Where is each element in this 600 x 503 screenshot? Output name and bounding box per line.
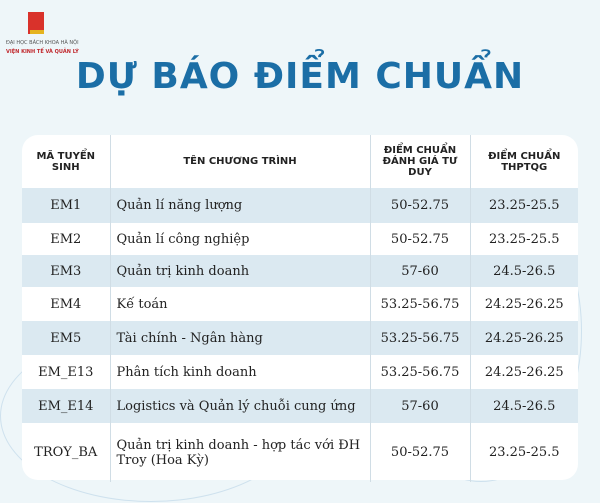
scores-table: MÃ TUYỂN SINH TÊN CHƯƠNG TRÌNH ĐIỂM CHUẨ… <box>22 135 578 482</box>
cell-thptqg-score: 23.25-25.5 <box>488 445 560 460</box>
cell-code: EM3 <box>22 255 111 287</box>
cell-thptqg-score: 24.25-26.25 <box>484 364 564 380</box>
cell-thptqg-score: 23.25-25.5 <box>488 231 560 247</box>
table-row: EM2 Quản lí công nghiệp 50-52.75 23.25-25.5 <box>22 223 578 255</box>
column-header-thinking-score: ĐIỂM CHUẨN ĐÁNH GIÁ TƯ DUY <box>370 135 471 188</box>
cell-thinking-score: 50-52.75 <box>370 188 471 223</box>
column-header-code: MÃ TUYỂN SINH <box>22 135 111 188</box>
table-row: EM1 Quản lí năng lượng 50-52.75 23.25-25.5 <box>22 188 578 223</box>
institute-name: VIỆN KINH TẾ VÀ QUẢN LÝ <box>6 49 79 55</box>
cell-code: EM2 <box>22 223 111 255</box>
cell-program: Quản trị kinh doanh - hợp tác với ĐH Tro… <box>110 423 371 482</box>
university-name: ĐẠI HỌC BÁCH KHOA HÀ NỘI <box>6 40 79 46</box>
cell-code: EM1 <box>22 188 111 223</box>
cell-thinking-score: 57-60 <box>370 255 471 287</box>
institute-logo <box>28 12 44 34</box>
cell-thinking-score: 57-60 <box>370 389 471 423</box>
cell-program: Quản lí năng lượng <box>110 188 371 223</box>
cell-thinking-score: 50-52.75 <box>370 223 471 255</box>
cell-thptqg-score: 24.5-26.5 <box>470 255 578 287</box>
cell-thinking-score: 53.25-56.75 <box>370 287 471 321</box>
table-row: EM5 Tài chính - Ngân hàng 53.25-56.75 24.25… <box>22 321 578 355</box>
cell-thinking-score: 53.25-56.75 <box>370 355 471 389</box>
table-row: EM3 Quản trị kinh doanh 57-60 24.5-26.5 <box>22 255 578 287</box>
table-row: TROY_BA Quản trị kinh doanh - hợp tác với… <box>22 423 578 482</box>
column-header-thptqg-score: ĐIỂM CHUẨN THPTQG <box>488 150 561 173</box>
cell-code: EM_E14 <box>22 389 111 423</box>
cell-thptqg-score: 24.25-26.25 <box>470 321 578 355</box>
table-row: EM_E14 Logistics và Quản lý chuỗi cung ứn… <box>22 389 578 423</box>
cell-program: Tài chính - Ngân hàng <box>110 321 371 355</box>
cell-code: EM5 <box>22 321 111 355</box>
cell-program: Quản lí công nghiệp <box>110 223 371 255</box>
table-row: EM_E13 Phân tích kinh doanh 53.25-56.75 24.… <box>22 355 578 389</box>
cell-thinking-score: 50-52.75 <box>370 423 471 482</box>
cell-thinking-score: 53.25-56.75 <box>370 321 471 355</box>
column-header-program: TÊN CHƯƠNG TRÌNH <box>110 135 371 188</box>
cell-code: EM4 <box>22 287 111 321</box>
cell-code: TROY_BA <box>22 423 111 482</box>
cell-thptqg-score: 24.25-26.25 <box>484 296 564 312</box>
cell-program: Kế toán <box>110 287 371 321</box>
page-title: DỰ BÁO ĐIỂM CHUẨN <box>75 56 525 97</box>
table-row: EM4 Kế toán 53.25-56.75 24.25-26.25 <box>22 287 578 321</box>
cell-thptqg-score: 24.5-26.5 <box>470 389 578 423</box>
cell-code: EM_E13 <box>22 355 111 389</box>
cell-thptqg-score: 23.25-25.5 <box>470 188 578 223</box>
cell-program: Phân tích kinh doanh <box>110 355 371 389</box>
cell-program: Quản trị kinh doanh <box>110 255 371 287</box>
cell-program: Logistics và Quản lý chuỗi cung ứng <box>110 389 371 423</box>
